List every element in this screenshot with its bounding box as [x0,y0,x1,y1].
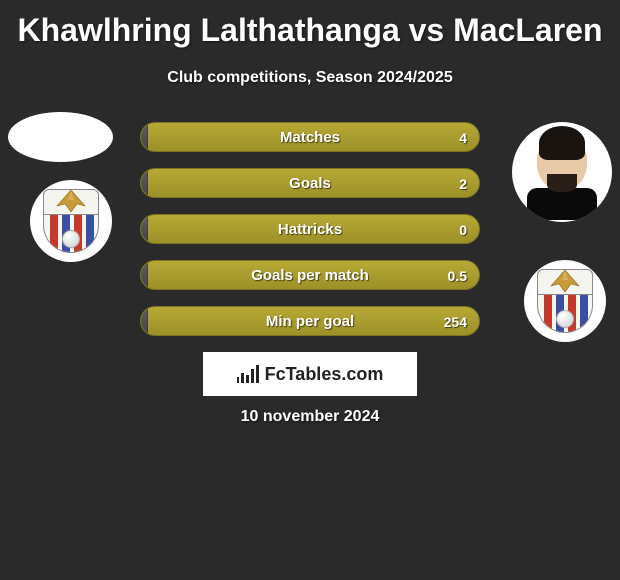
subtitle: Club competitions, Season 2024/2025 [0,69,620,87]
brand-text: FcTables.com [265,364,384,385]
club-badge-right [524,260,606,342]
player-beard [547,174,577,192]
date-text: 10 november 2024 [0,408,620,426]
stat-label: Hattricks [141,215,479,243]
player-right-avatar [512,122,612,222]
stat-row-goals: Goals 2 [140,168,480,198]
stat-value-right: 254 [444,307,467,335]
brand-box: FcTables.com [203,352,417,396]
eagle-icon [545,269,585,294]
stat-label: Min per goal [141,307,479,335]
stat-label: Matches [141,123,479,151]
player-body [527,188,597,220]
player-head [537,132,587,190]
eagle-icon [51,189,91,214]
stat-label: Goals [141,169,479,197]
ball-icon [62,230,80,248]
stat-value-right: 0 [459,215,467,243]
stat-row-goals-per-match: Goals per match 0.5 [140,260,480,290]
page-title: Khawlhring Lalthathanga vs MacLaren [0,0,620,49]
shield-icon [43,189,99,253]
shield-icon [537,269,593,333]
stat-value-right: 0.5 [448,261,467,289]
stat-row-min-per-goal: Min per goal 254 [140,306,480,336]
stat-label: Goals per match [141,261,479,289]
club-badge-left [30,180,112,262]
stat-value-right: 4 [459,123,467,151]
ball-icon [556,310,574,328]
player-left-avatar [8,112,113,162]
stat-row-hattricks: Hattricks 0 [140,214,480,244]
player-figure [527,132,597,222]
player-hair [539,126,585,160]
stat-row-matches: Matches 4 [140,122,480,152]
stats-container: Matches 4 Goals 2 Hattricks 0 Goals per … [140,122,480,352]
stat-value-right: 2 [459,169,467,197]
bar-chart-icon [237,365,259,383]
